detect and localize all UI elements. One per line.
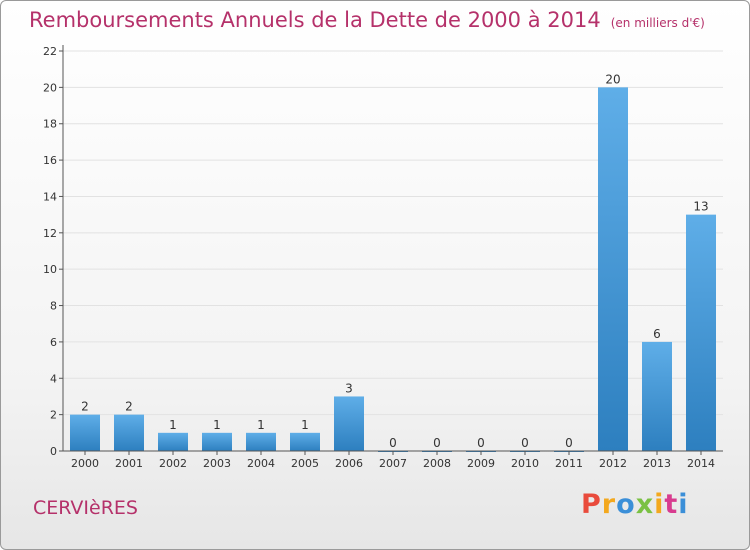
bar-2006 — [334, 396, 364, 451]
y-tick-label: 2 — [50, 409, 57, 422]
data-label: 1 — [301, 418, 309, 432]
data-label: 0 — [565, 436, 573, 450]
x-tick-label: 2014 — [687, 457, 715, 470]
bar-2003 — [202, 432, 232, 451]
data-label: 1 — [257, 418, 265, 432]
bar-2001 — [114, 414, 144, 451]
logo-letter: o — [616, 489, 636, 520]
bar-2005 — [290, 432, 320, 451]
x-tick-label: 2007 — [379, 457, 407, 470]
y-tick-label: 12 — [43, 227, 57, 240]
chart-unit: (en milliers d'€) — [610, 16, 705, 30]
bar-2004 — [246, 432, 276, 451]
y-tick-label: 10 — [43, 263, 57, 276]
data-label: 0 — [389, 436, 397, 450]
y-tick-label: 8 — [50, 300, 57, 313]
proxiti-logo[interactable]: Proxiti — [581, 489, 689, 520]
bar-2002 — [158, 432, 188, 451]
x-tick-label: 2011 — [555, 457, 583, 470]
data-label: 0 — [477, 436, 485, 450]
y-tick-label: 6 — [50, 336, 57, 349]
x-tick-label: 2013 — [643, 457, 671, 470]
bar-2014 — [686, 214, 716, 451]
x-tick-label: 2005 — [291, 457, 319, 470]
data-label: 2 — [125, 400, 133, 414]
x-tick-label: 2008 — [423, 457, 451, 470]
x-tick-label: 2000 — [71, 457, 99, 470]
x-tick-label: 2004 — [247, 457, 275, 470]
data-label: 13 — [693, 200, 708, 214]
y-tick-label: 16 — [43, 154, 57, 167]
chart-title: Remboursements Annuels de la Dette de 20… — [29, 8, 705, 32]
x-tick-label: 2003 — [203, 457, 231, 470]
y-tick-label: 14 — [43, 190, 57, 203]
labels: 0246810121416182022220002200112002120031… — [43, 45, 715, 470]
logo-letter: r — [601, 489, 617, 520]
data-label: 20 — [605, 72, 620, 86]
x-tick-label: 2010 — [511, 457, 539, 470]
y-tick-label: 20 — [43, 81, 57, 94]
y-tick-label: 0 — [50, 445, 57, 458]
data-label: 1 — [169, 418, 177, 432]
axes — [59, 45, 723, 455]
x-tick-label: 2012 — [599, 457, 627, 470]
bar-2000 — [70, 414, 100, 451]
bars — [70, 87, 716, 452]
x-tick-label: 2001 — [115, 457, 143, 470]
x-tick-label: 2009 — [467, 457, 495, 470]
data-label: 0 — [433, 436, 441, 450]
data-label: 6 — [653, 327, 661, 341]
data-label: 3 — [345, 381, 353, 395]
commune-name: CERVIèRES — [33, 497, 138, 519]
logo-letter: t — [664, 489, 679, 520]
x-tick-label: 2002 — [159, 457, 187, 470]
y-tick-label: 4 — [50, 372, 57, 385]
y-tick-label: 22 — [43, 45, 57, 58]
data-label: 1 — [213, 418, 221, 432]
bar-2013 — [642, 341, 672, 451]
logo-letter: P — [581, 489, 602, 520]
logo-letter: x — [635, 489, 655, 520]
y-tick-label: 18 — [43, 118, 57, 131]
bar-2012 — [598, 87, 628, 451]
data-label: 0 — [521, 436, 529, 450]
logo-letter: i — [678, 489, 689, 520]
x-tick-label: 2006 — [335, 457, 363, 470]
logo-letter: i — [654, 489, 665, 520]
data-label: 2 — [81, 400, 89, 414]
chart-title-text: Remboursements Annuels de la Dette de 20… — [29, 8, 601, 32]
